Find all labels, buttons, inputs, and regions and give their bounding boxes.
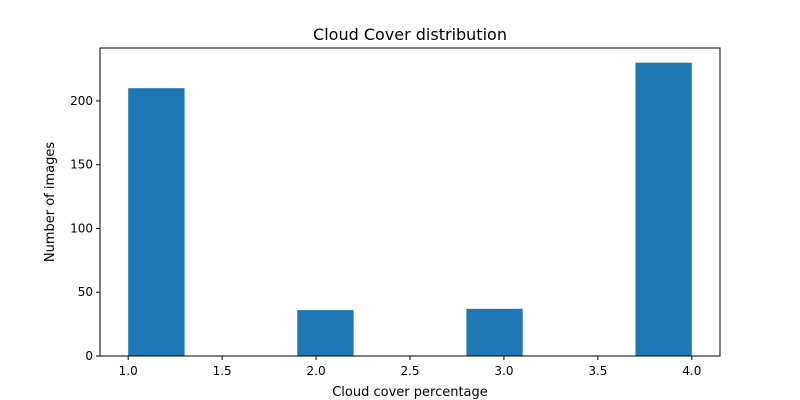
y-tick-label-0: 0: [85, 349, 93, 363]
bar-bin-0: [128, 88, 185, 356]
x-axis: 1.0 1.5 2.0 2.5 3.0 3.5 4.0: [119, 356, 701, 378]
y-tick-label-2: 100: [70, 221, 93, 235]
x-tick-label-2: 2.0: [307, 364, 326, 378]
bar-bin-9: [635, 62, 692, 357]
bar-bin-6: [466, 308, 523, 356]
x-tick-label-3: 2.5: [400, 364, 419, 378]
y-tick-label-1: 50: [78, 285, 93, 299]
x-tick-label-6: 4.0: [682, 364, 701, 378]
x-tick-label-5: 3.5: [588, 364, 607, 378]
y-axis-label: Number of images: [43, 142, 58, 263]
x-tick-label-4: 3.0: [494, 364, 513, 378]
bar-bin-3: [297, 310, 354, 356]
plot-frame: [99, 47, 721, 357]
bars-group: [128, 62, 692, 357]
x-tick-label-1: 1.5: [213, 364, 232, 378]
chart-title: Cloud Cover distribution: [313, 25, 507, 44]
x-tick-label-0: 1.0: [119, 364, 138, 378]
y-tick-label-4: 200: [70, 94, 93, 108]
y-axis: 0 50 100 150 200: [70, 94, 100, 363]
y-tick-label-3: 150: [70, 158, 93, 172]
x-axis-label: Cloud cover percentage: [332, 385, 488, 400]
